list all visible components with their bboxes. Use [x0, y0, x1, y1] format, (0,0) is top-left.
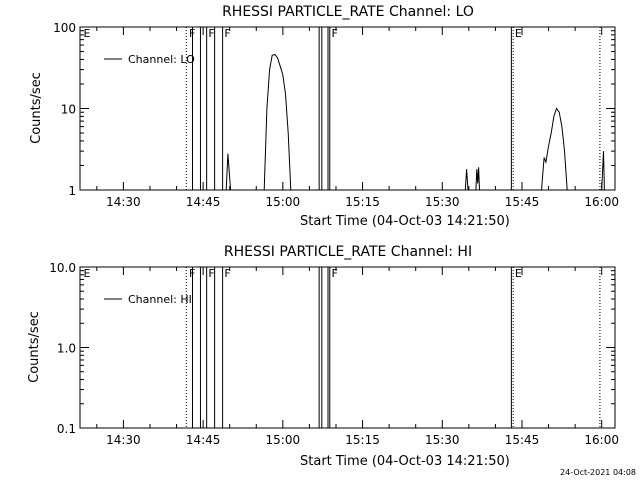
y-tick-label: 0.1	[57, 422, 76, 436]
event-flag: F	[189, 267, 195, 280]
x-tick-label: 14:45	[186, 195, 221, 209]
series-line	[263, 53, 292, 191]
series-segment	[475, 167, 480, 191]
y-tick-label: 10	[61, 103, 76, 117]
generation-timestamp: 24-Oct-2021 04:08	[560, 468, 636, 477]
event-flag: F	[332, 27, 338, 40]
series-segment	[464, 169, 469, 191]
y-tick-label: 100	[53, 21, 76, 35]
x-tick-label: 15:00	[266, 433, 301, 447]
y-tick-label: 10.0	[49, 261, 76, 275]
x-tick-label: 14:30	[106, 195, 141, 209]
panel-lo: RHESSI PARTICLE_RATE Channel: LO 14:30 14…	[29, 4, 619, 229]
x-tick-label: 15:00	[266, 195, 301, 209]
x-tick-label: 15:45	[505, 195, 540, 209]
event-flag: F	[224, 267, 230, 280]
legend-label: Channel: LO	[128, 53, 195, 66]
x-tick-label: 16:00	[584, 195, 619, 209]
plot-frame	[79, 26, 616, 191]
x-tick-label: 15:30	[425, 195, 460, 209]
y-axis-label: Counts/sec	[27, 311, 42, 383]
x-axis-label: Start Time (04-Oct-03 14:21:50)	[300, 214, 510, 229]
x-tick-label: 15:30	[425, 433, 460, 447]
series-segment	[541, 107, 568, 191]
x-tick-label: 14:30	[106, 433, 141, 447]
event-flag: F	[208, 27, 214, 40]
event-flag: F	[189, 27, 195, 40]
x-tick-label: 15:15	[345, 195, 380, 209]
chart-title: RHESSI PARTICLE_RATE Channel: LO	[222, 4, 474, 20]
legend-label: Channel: HI	[128, 293, 192, 306]
y-tick-label: 1.0	[57, 342, 76, 356]
event-flag: F	[208, 267, 214, 280]
x-tick-label: 15:45	[505, 433, 540, 447]
y-tick-label: 1	[68, 184, 76, 198]
x-tick-label: 16:00	[584, 433, 619, 447]
y-axis-label: Counts/sec	[29, 72, 44, 144]
plot-frame	[79, 266, 616, 429]
x-axis-label: Start Time (04-Oct-03 14:21:50)	[300, 454, 510, 469]
event-flag: F	[332, 267, 338, 280]
event-flag: E	[84, 27, 91, 40]
x-tick-label: 15:15	[345, 433, 380, 447]
x-tick-label: 14:45	[186, 433, 221, 447]
series-segment	[225, 153, 232, 191]
series-segment	[601, 151, 605, 191]
event-flag: E	[515, 27, 522, 40]
chart-title: RHESSI PARTICLE_RATE Channel: HI	[224, 244, 472, 260]
event-flag: E	[515, 267, 522, 280]
panel-hi: RHESSI PARTICLE_RATE Channel: HI 14:30 14…	[27, 244, 619, 469]
event-flag: E	[84, 267, 91, 280]
event-flag: F	[224, 27, 230, 40]
